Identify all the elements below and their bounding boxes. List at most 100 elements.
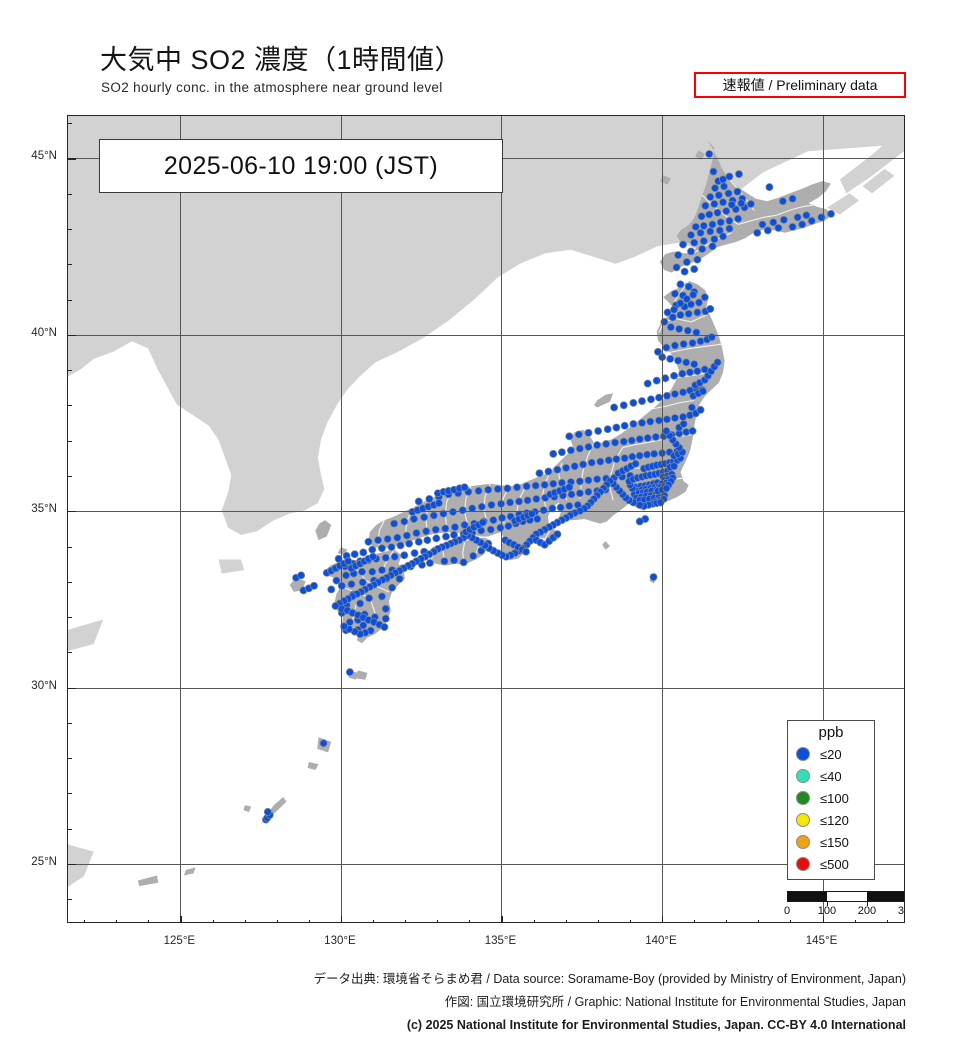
station-marker[interactable] xyxy=(469,551,478,560)
station-marker[interactable] xyxy=(565,501,574,510)
station-marker[interactable] xyxy=(666,323,675,332)
station-marker[interactable] xyxy=(676,310,685,319)
station-marker[interactable] xyxy=(689,290,698,299)
station-marker[interactable] xyxy=(549,449,558,458)
station-marker[interactable] xyxy=(359,621,368,630)
station-marker[interactable] xyxy=(629,398,638,407)
station-marker[interactable] xyxy=(774,223,783,232)
station-marker[interactable] xyxy=(763,226,772,235)
station-marker[interactable] xyxy=(584,428,593,437)
station-marker[interactable] xyxy=(696,405,705,414)
station-marker[interactable] xyxy=(682,358,691,367)
station-marker[interactable] xyxy=(593,475,602,484)
station-marker[interactable] xyxy=(710,200,719,208)
station-marker[interactable] xyxy=(565,483,574,492)
station-marker[interactable] xyxy=(668,313,677,322)
station-marker[interactable] xyxy=(670,305,678,314)
station-marker[interactable] xyxy=(676,299,685,308)
station-marker[interactable] xyxy=(340,622,349,631)
station-marker[interactable] xyxy=(647,395,655,404)
station-marker[interactable] xyxy=(358,578,367,587)
station-marker[interactable] xyxy=(575,489,584,498)
station-marker[interactable] xyxy=(432,534,441,543)
station-marker[interactable] xyxy=(708,220,717,229)
station-marker[interactable] xyxy=(769,218,778,227)
station-marker[interactable] xyxy=(584,487,593,496)
station-marker[interactable] xyxy=(402,531,411,540)
station-marker[interactable] xyxy=(661,374,670,383)
station-marker[interactable] xyxy=(400,517,409,526)
station-marker[interactable] xyxy=(688,427,697,435)
station-marker[interactable] xyxy=(414,497,423,506)
station-marker[interactable] xyxy=(674,251,683,259)
station-marker[interactable] xyxy=(719,175,727,184)
station-marker[interactable] xyxy=(425,559,434,567)
station-marker[interactable] xyxy=(459,558,468,567)
station-marker[interactable] xyxy=(635,517,644,526)
station-marker[interactable] xyxy=(778,197,787,206)
station-marker[interactable] xyxy=(405,539,414,548)
station-marker[interactable] xyxy=(652,376,661,385)
station-marker[interactable] xyxy=(596,457,605,466)
station-marker[interactable] xyxy=(671,289,679,298)
station-marker[interactable] xyxy=(310,581,318,590)
station-marker[interactable] xyxy=(425,495,434,503)
station-marker[interactable] xyxy=(442,532,450,541)
station-marker[interactable] xyxy=(733,187,742,196)
station-marker[interactable] xyxy=(327,585,336,594)
station-marker[interactable] xyxy=(388,583,397,592)
station-marker[interactable] xyxy=(400,551,409,560)
station-marker[interactable] xyxy=(627,436,636,445)
station-marker[interactable] xyxy=(724,189,733,198)
station-marker[interactable] xyxy=(650,449,659,458)
map-plot-area[interactable]: 2025-06-10 19:00 (JST) ppb ≤20 ≤40 ≤100 ≤12… xyxy=(67,115,905,923)
station-marker[interactable] xyxy=(381,553,390,562)
station-marker[interactable] xyxy=(779,215,788,224)
station-marker[interactable] xyxy=(450,556,458,565)
station-marker[interactable] xyxy=(705,210,714,219)
station-marker[interactable] xyxy=(504,522,513,531)
station-marker[interactable] xyxy=(478,518,487,527)
station-marker[interactable] xyxy=(567,490,576,499)
station-marker[interactable] xyxy=(378,592,386,601)
station-marker[interactable] xyxy=(643,379,652,388)
station-marker[interactable] xyxy=(410,549,419,558)
station-marker[interactable] xyxy=(474,486,483,495)
station-marker[interactable] xyxy=(682,258,691,266)
station-marker[interactable] xyxy=(374,536,382,545)
station-marker[interactable] xyxy=(693,255,702,264)
station-marker[interactable] xyxy=(544,467,553,476)
station-marker[interactable] xyxy=(477,502,486,511)
station-marker[interactable] xyxy=(562,463,571,472)
station-marker[interactable] xyxy=(584,476,593,485)
station-marker[interactable] xyxy=(533,515,542,523)
station-marker[interactable] xyxy=(523,496,532,505)
station-marker[interactable] xyxy=(531,481,540,490)
station-marker[interactable] xyxy=(671,341,679,350)
station-marker[interactable] xyxy=(663,391,671,400)
station-marker[interactable] xyxy=(700,293,709,302)
station-marker[interactable] xyxy=(297,571,306,580)
station-marker[interactable] xyxy=(670,462,678,471)
station-marker[interactable] xyxy=(691,222,700,231)
station-marker[interactable] xyxy=(722,207,731,216)
station-marker[interactable] xyxy=(347,580,356,589)
station-marker[interactable] xyxy=(612,423,621,432)
legend-item[interactable]: ≤40 xyxy=(788,765,874,787)
station-marker[interactable] xyxy=(522,547,530,556)
station-marker[interactable] xyxy=(666,354,675,363)
station-marker[interactable] xyxy=(319,739,328,748)
station-marker[interactable] xyxy=(683,326,692,335)
station-marker[interactable] xyxy=(358,567,366,576)
station-marker[interactable] xyxy=(489,516,498,525)
station-marker[interactable] xyxy=(687,247,695,256)
station-marker[interactable] xyxy=(393,533,402,542)
station-marker[interactable] xyxy=(684,309,693,318)
station-marker[interactable] xyxy=(788,194,797,203)
station-marker[interactable] xyxy=(713,208,722,217)
station-marker[interactable] xyxy=(422,527,431,536)
station-marker[interactable] xyxy=(690,238,699,247)
station-marker[interactable] xyxy=(672,263,681,272)
station-marker[interactable] xyxy=(646,417,655,426)
station-marker[interactable] xyxy=(390,519,399,528)
